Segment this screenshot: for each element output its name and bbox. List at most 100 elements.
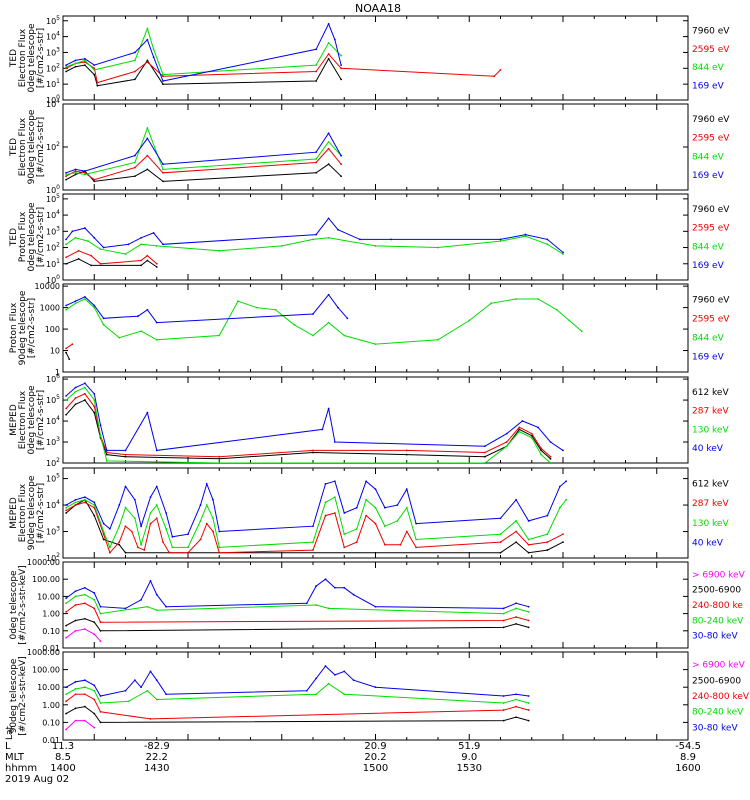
data-point bbox=[102, 522, 105, 525]
data-point bbox=[93, 68, 96, 71]
y-axis-title: MEPEDElectron Flux0deg telescope[#/cm2-s… bbox=[9, 385, 46, 455]
data-point bbox=[562, 253, 564, 255]
data-point bbox=[187, 533, 189, 536]
ytick-label: 10.00 bbox=[37, 592, 60, 601]
data-point bbox=[546, 533, 549, 536]
data-point bbox=[105, 451, 108, 454]
data-point bbox=[324, 514, 327, 517]
data-point bbox=[333, 586, 336, 589]
series-blue-line bbox=[65, 293, 348, 324]
data-point bbox=[527, 543, 530, 546]
data-point bbox=[527, 610, 530, 613]
ytick-label: 102 bbox=[46, 62, 60, 73]
data-point bbox=[340, 175, 343, 178]
data-point bbox=[83, 501, 86, 504]
data-point bbox=[518, 426, 521, 429]
data-point bbox=[74, 170, 77, 172]
legend-entry: 2595 eV bbox=[692, 224, 730, 234]
data-point bbox=[499, 541, 502, 544]
data-point bbox=[65, 67, 68, 70]
data-point bbox=[562, 541, 564, 544]
data-point bbox=[99, 702, 102, 704]
data-point bbox=[83, 64, 86, 67]
ytick-label: 1000 bbox=[40, 304, 60, 313]
data-point bbox=[405, 506, 408, 509]
data-point bbox=[83, 586, 86, 589]
legend-entry: 2500-6900 bbox=[692, 586, 741, 596]
data-point bbox=[187, 546, 189, 549]
data-point bbox=[146, 259, 149, 262]
data-point bbox=[315, 161, 318, 164]
data-point bbox=[352, 679, 355, 682]
data-point bbox=[324, 501, 327, 504]
data-point bbox=[65, 256, 68, 259]
data-point bbox=[99, 605, 102, 608]
data-point bbox=[324, 665, 327, 667]
data-point bbox=[171, 535, 174, 538]
data-point bbox=[490, 302, 493, 305]
legend-entry: 40 keV bbox=[692, 538, 724, 548]
data-point bbox=[65, 512, 68, 514]
legend-entry: 287 keV bbox=[692, 499, 729, 509]
data-point bbox=[530, 432, 533, 435]
data-point bbox=[237, 300, 239, 303]
data-point bbox=[515, 498, 518, 501]
data-point bbox=[518, 430, 521, 433]
data-point bbox=[315, 70, 318, 73]
data-point bbox=[93, 504, 96, 506]
series-green-line bbox=[65, 594, 529, 615]
data-point bbox=[546, 238, 549, 241]
data-point bbox=[562, 533, 564, 536]
data-point bbox=[162, 180, 164, 183]
series-red-line bbox=[65, 501, 564, 554]
data-point bbox=[149, 580, 152, 582]
data-point bbox=[218, 334, 221, 337]
ytick-label: 105 bbox=[46, 15, 60, 26]
data-point bbox=[315, 604, 318, 606]
data-point bbox=[96, 84, 99, 87]
ytick-label: 1 bbox=[55, 368, 60, 377]
data-point bbox=[540, 449, 543, 452]
data-point bbox=[327, 293, 330, 296]
data-point bbox=[549, 457, 552, 460]
data-point bbox=[515, 298, 518, 300]
data-point bbox=[327, 682, 330, 685]
data-point bbox=[321, 428, 324, 431]
data-point bbox=[65, 171, 68, 174]
series-green-line bbox=[65, 27, 342, 76]
y-axis-title: 90deg telescope[#/cm2-s-str-keV] bbox=[9, 656, 28, 735]
data-point bbox=[93, 306, 96, 309]
data-point bbox=[280, 245, 283, 247]
data-point bbox=[149, 670, 152, 673]
ytick-label: 100.00 bbox=[32, 575, 60, 584]
data-point bbox=[212, 517, 214, 520]
ytick-label: 103 bbox=[46, 436, 60, 447]
data-point bbox=[93, 592, 96, 594]
data-point bbox=[124, 525, 127, 528]
data-point bbox=[562, 251, 564, 254]
y-axis-title: Proton Flux90deg telescope[#/cm2-s-str] bbox=[9, 290, 37, 365]
ytick-label: 0.01 bbox=[42, 736, 60, 745]
legend-entry: 612 keV bbox=[692, 388, 729, 398]
data-point bbox=[155, 321, 158, 324]
panel-frame bbox=[62, 561, 689, 649]
data-point bbox=[374, 488, 377, 491]
data-point bbox=[396, 520, 399, 522]
legend-entry: 7960 eV bbox=[692, 295, 730, 305]
series-black-line bbox=[65, 163, 342, 182]
ytick-label: 102 bbox=[46, 457, 60, 468]
data-point bbox=[327, 163, 330, 166]
data-point bbox=[502, 702, 505, 704]
series-black-line bbox=[65, 352, 70, 360]
data-point bbox=[74, 681, 77, 683]
footer-label-l: L bbox=[5, 741, 11, 752]
data-point bbox=[93, 178, 96, 181]
footer-mlt-value: 8.5 bbox=[55, 752, 71, 763]
data-point bbox=[102, 317, 105, 320]
data-point bbox=[515, 693, 518, 696]
series-red-line bbox=[65, 393, 551, 458]
data-point bbox=[343, 546, 346, 549]
ytick-label: 100 bbox=[46, 94, 60, 105]
data-point bbox=[83, 171, 86, 174]
